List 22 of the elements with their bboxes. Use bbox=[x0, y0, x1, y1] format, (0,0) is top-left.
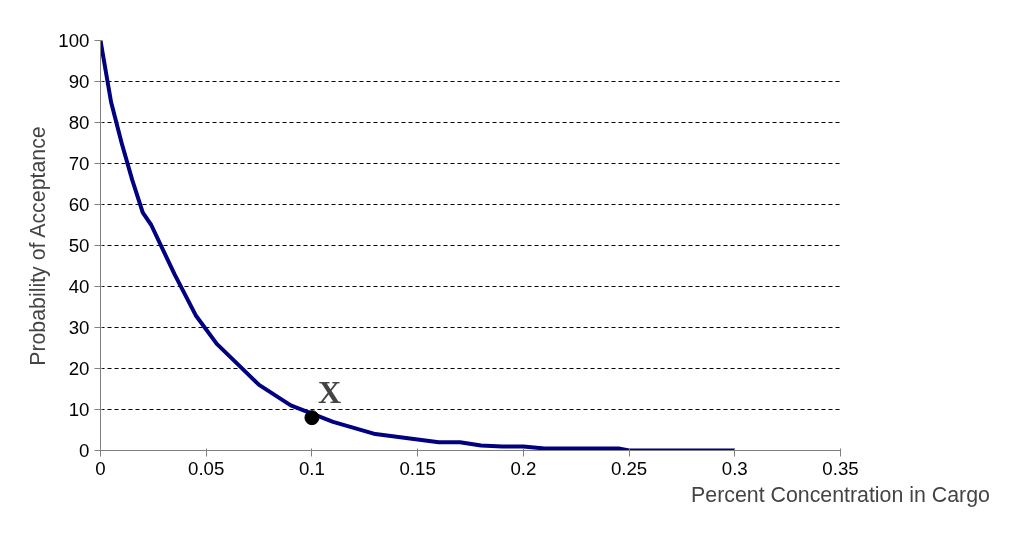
y-tick-label: 20 bbox=[68, 358, 90, 379]
y-tick-label: 30 bbox=[68, 317, 90, 338]
y-tick-label: 10 bbox=[68, 399, 90, 420]
y-tick-label: 90 bbox=[68, 71, 90, 92]
annotation: X bbox=[317, 373, 342, 410]
y-axis-title: Probability of Acceptance bbox=[26, 126, 51, 366]
x-axis-title: Percent Concentration in Cargo bbox=[691, 482, 990, 507]
y-tick-label: 50 bbox=[68, 235, 90, 256]
y-tick-label: 70 bbox=[68, 153, 90, 174]
x-tick-label: 0.1 bbox=[298, 457, 325, 479]
y-tick-label: 100 bbox=[58, 30, 90, 51]
y-tick-label: 0 bbox=[79, 440, 90, 461]
y-tick-label: 80 bbox=[68, 112, 90, 133]
y-tick-label: 40 bbox=[68, 276, 90, 297]
x-tick-label: 0.25 bbox=[610, 457, 648, 479]
x-tick-label: 0.35 bbox=[822, 457, 859, 479]
x-tick-label: 0.05 bbox=[188, 457, 225, 479]
x-tick-label: 0.15 bbox=[399, 457, 436, 479]
x-tick-label: 0 bbox=[95, 457, 106, 479]
x-tick-label: 0.2 bbox=[510, 457, 537, 479]
x-tick-label: 0.3 bbox=[721, 457, 748, 479]
y-tick-label: 60 bbox=[68, 194, 90, 215]
